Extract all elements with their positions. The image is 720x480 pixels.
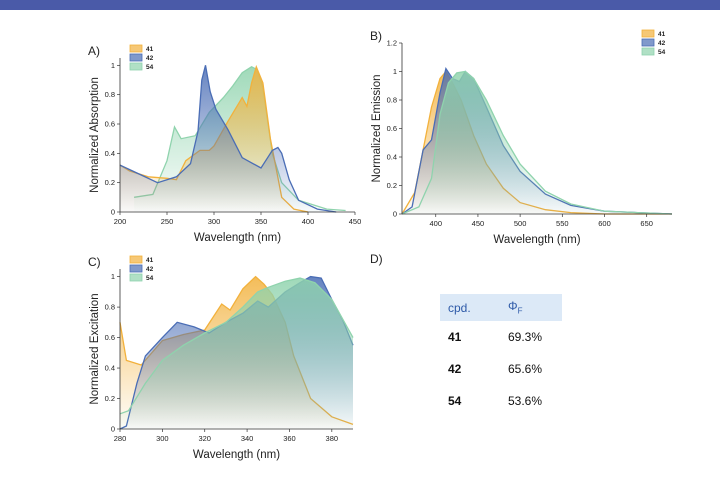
x-tick-label: 300 (208, 217, 221, 226)
y-tick-label: 0.2 (105, 178, 115, 187)
x-tick-label: 650 (640, 219, 653, 228)
row-value: 69.3% (508, 330, 543, 344)
series-area-42 (120, 65, 337, 212)
y-axis-title: Normalized Absorption (89, 77, 101, 193)
series-line-54 (119, 277, 354, 415)
x-tick-label: 300 (156, 434, 169, 443)
legend-swatch-42 (641, 38, 655, 47)
y-tick-label: 0.8 (105, 90, 115, 99)
x-axis-title: Wavelength (nm) (493, 234, 580, 246)
legend-label-41: 41 (146, 46, 154, 53)
excitation-chart: 280 300 320 340 360 380 0 0.2 0.4 0.6 0.8 1 Waveleng… (88, 255, 354, 461)
legend-label-54: 54 (146, 275, 154, 282)
table-header-row: cpd. ΦF (440, 294, 562, 321)
y-tick-label: 0.2 (105, 394, 115, 403)
legend-swatch-41 (129, 44, 143, 53)
legend-swatch-42 (129, 53, 143, 62)
y-tick-label: 1 (393, 67, 397, 76)
series-line-54 (401, 70, 673, 215)
x-tick-label: 450 (472, 219, 485, 228)
x-tick-label: 550 (556, 219, 569, 228)
y-tick-label: 0.4 (105, 364, 115, 373)
y-tick-label: 0.2 (387, 181, 397, 190)
x-tick-label: 350 (255, 217, 268, 226)
legend-label-42: 42 (146, 266, 154, 273)
y-tick-label: 0.4 (387, 153, 397, 162)
x-tick-label: 280 (114, 434, 127, 443)
panel-label-d: D) (370, 252, 383, 266)
table-row: 54 53.6% (440, 385, 562, 417)
y-tick-label: 0.4 (105, 149, 115, 158)
series-area-54 (402, 71, 672, 214)
legend-swatch-54 (129, 273, 143, 282)
series-area-54 (120, 278, 353, 429)
x-tick-label: 400 (429, 219, 442, 228)
row-cpd: 54 (448, 394, 462, 408)
x-tick-label: 500 (514, 219, 527, 228)
header-phi: ΦF (508, 299, 523, 316)
series-line-41 (119, 64, 309, 213)
legend-label-42: 42 (146, 55, 154, 62)
x-axis-title: Wavelength (nm) (193, 449, 280, 461)
table-row: 41 69.3% (440, 321, 562, 353)
panel-label: A) (88, 44, 100, 58)
x-tick-label: 400 (302, 217, 315, 226)
series-line-42 (119, 65, 337, 213)
x-axis-title: Wavelength (nm) (194, 232, 281, 244)
x-tick-label: 320 (198, 434, 211, 443)
y-tick-label: 1 (111, 272, 115, 281)
legend-swatch-41 (129, 255, 143, 264)
panel-label: B) (370, 29, 382, 43)
row-cpd: 42 (448, 362, 462, 376)
y-tick-label: 0 (393, 210, 397, 219)
legend-label-54: 54 (146, 64, 154, 71)
legend-swatch-54 (129, 62, 143, 71)
x-tick-label: 200 (114, 217, 127, 226)
y-tick-label: 1.2 (387, 39, 397, 48)
emission-chart: 400 450 500 550 600 650 0 0.2 0.4 0.6 0.8 1 1.2 Wavel… (370, 29, 673, 246)
y-tick-label: 0.6 (387, 124, 397, 133)
legend-swatch-41 (641, 29, 655, 38)
row-cpd: 41 (448, 330, 462, 344)
legend-label-42: 42 (658, 40, 666, 47)
x-tick-label: 340 (241, 434, 254, 443)
y-axis-title: Normalized Excitation (89, 293, 101, 404)
x-tick-label: 600 (598, 219, 611, 228)
y-tick-label: 0.6 (105, 333, 115, 342)
y-tick-label: 0.8 (387, 96, 397, 105)
legend-swatch-54 (641, 47, 655, 56)
y-tick-label: 1 (111, 61, 115, 70)
row-value: 65.6% (508, 362, 543, 376)
y-tick-label: 0 (111, 425, 115, 434)
quantum-yield-table: cpd. ΦF 41 69.3% 42 65.6% 54 53.6% (440, 294, 562, 417)
x-tick-label: 380 (326, 434, 339, 443)
x-tick-label: 450 (349, 217, 362, 226)
row-value: 53.6% (508, 394, 543, 408)
y-tick-label: 0 (111, 208, 115, 217)
y-tick-label: 0.8 (105, 303, 115, 312)
legend-swatch-42 (129, 264, 143, 273)
absorption-chart: 200 250 300 350 400 450 0 0.2 0.4 0.6 0.8 1 Waveleng… (88, 44, 362, 244)
header-cpd: cpd. (448, 300, 471, 315)
y-axis-title: Normalized Emission (371, 74, 383, 182)
legend-label-41: 41 (146, 257, 154, 264)
legend-label-41: 41 (658, 31, 666, 38)
legend-label-54: 54 (658, 49, 666, 56)
x-tick-label: 250 (161, 217, 174, 226)
panel-label: C) (88, 255, 101, 269)
x-tick-label: 360 (283, 434, 296, 443)
header-bar (0, 0, 720, 10)
table-row: 42 65.6% (440, 353, 562, 385)
y-tick-label: 0.6 (105, 120, 115, 129)
